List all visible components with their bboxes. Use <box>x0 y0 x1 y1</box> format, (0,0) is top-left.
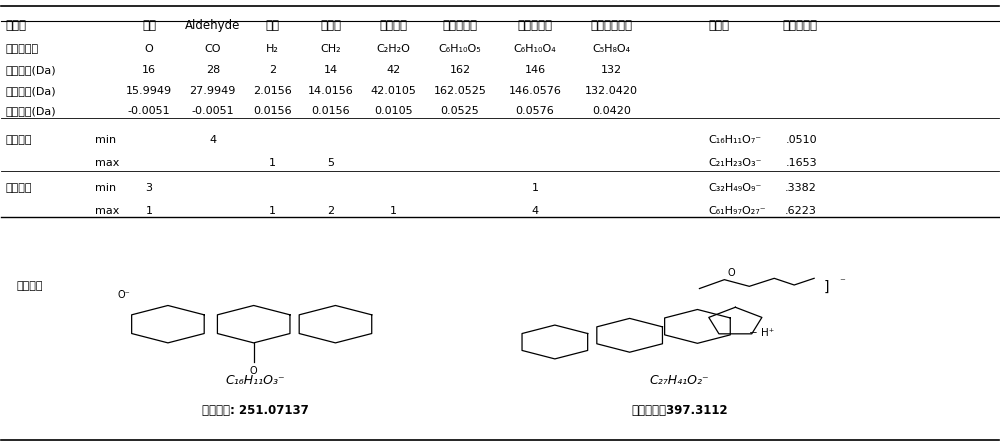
Text: 甲基化: 甲基化 <box>320 19 341 32</box>
Text: .0510: .0510 <box>785 135 817 145</box>
Text: 葡萄糖取代: 葡萄糖取代 <box>443 19 478 32</box>
Text: .6223: .6223 <box>785 206 817 216</box>
Text: CH₂: CH₂ <box>320 44 341 54</box>
Text: 42: 42 <box>386 65 400 75</box>
Text: Ȯ⁻: Ȯ⁻ <box>118 290 130 300</box>
Text: 0.0105: 0.0105 <box>374 107 413 116</box>
Text: 0.0156: 0.0156 <box>311 107 350 116</box>
Text: C₆H₁₀O₄: C₆H₁₀O₄ <box>514 44 556 54</box>
Text: 1: 1 <box>531 183 538 193</box>
Text: 麦冬皂苷: 麦冬皂苷 <box>5 183 32 193</box>
Text: 1: 1 <box>269 206 276 216</box>
Text: 2.0156: 2.0156 <box>253 86 292 95</box>
Text: C₆₁H₉₇O₂₇⁻: C₆₁H₉₇O₂₇⁻ <box>708 206 766 216</box>
Text: Aldehyde: Aldehyde <box>185 19 240 32</box>
Text: .3382: .3382 <box>785 183 817 193</box>
Text: max: max <box>95 158 120 168</box>
Text: CO: CO <box>205 44 221 54</box>
Text: C₁₆H₁₁O₇⁻: C₁₆H₁₁O₇⁻ <box>708 135 762 145</box>
Text: ⁻: ⁻ <box>839 277 845 287</box>
Text: 鼠李糖取代: 鼠李糖取代 <box>517 19 552 32</box>
Text: 母体结构: 母体结构 <box>16 281 43 291</box>
Text: C₆H₁₀O₅: C₆H₁₀O₅ <box>439 44 481 54</box>
Text: max: max <box>95 206 120 216</box>
Text: 4: 4 <box>531 206 538 216</box>
Text: 132.0420: 132.0420 <box>585 86 638 95</box>
Text: 精确质量(Da): 精确质量(Da) <box>5 86 56 95</box>
Text: 精确质量: 251.07137: 精确质量: 251.07137 <box>202 404 309 417</box>
Text: min: min <box>95 135 116 145</box>
Text: .1653: .1653 <box>785 158 817 168</box>
Text: 1: 1 <box>269 158 276 168</box>
Text: 14: 14 <box>323 65 338 75</box>
Text: 还原: 还原 <box>266 19 280 32</box>
Text: C₃₂H₄₉O₉⁻: C₃₂H₄₉O₉⁻ <box>708 183 762 193</box>
Text: 0.0576: 0.0576 <box>516 107 554 116</box>
Text: 146.0576: 146.0576 <box>508 86 561 95</box>
Text: 2: 2 <box>269 65 276 75</box>
Text: 15.9949: 15.9949 <box>126 86 172 95</box>
Text: 0.0420: 0.0420 <box>592 107 631 116</box>
Text: 羟化: 羟化 <box>142 19 156 32</box>
Text: 14.0156: 14.0156 <box>308 86 353 95</box>
Text: 增加的元素: 增加的元素 <box>5 44 39 54</box>
Text: 162: 162 <box>450 65 471 75</box>
Text: 取代基: 取代基 <box>5 19 26 32</box>
Text: 28: 28 <box>206 65 220 75</box>
Text: − H⁺: − H⁺ <box>749 328 775 338</box>
Text: 质量亏损(Da): 质量亏损(Da) <box>5 107 56 116</box>
Text: 麦冬黄酮: 麦冬黄酮 <box>5 135 32 145</box>
Text: O: O <box>145 44 153 54</box>
Text: O: O <box>728 268 735 278</box>
Text: 16: 16 <box>142 65 156 75</box>
Text: min: min <box>95 183 116 193</box>
Text: C₂H₂O: C₂H₂O <box>376 44 410 54</box>
Text: 162.0525: 162.0525 <box>434 86 487 95</box>
Text: 27.9949: 27.9949 <box>190 86 236 95</box>
Text: 146: 146 <box>524 65 545 75</box>
Text: ]: ] <box>824 280 830 294</box>
Text: 2: 2 <box>327 206 334 216</box>
Text: -0.0051: -0.0051 <box>191 107 234 116</box>
Text: C₁₆H₁₁O₃⁻: C₁₆H₁₁O₃⁻ <box>226 374 285 387</box>
Text: C₂₁H₂₃O₃⁻: C₂₁H₂₃O₃⁻ <box>708 158 762 168</box>
Text: 1: 1 <box>390 206 397 216</box>
Text: O: O <box>250 366 257 376</box>
Text: 3: 3 <box>145 183 152 193</box>
Text: 分子式: 分子式 <box>708 19 729 32</box>
Text: 132: 132 <box>601 65 622 75</box>
Text: 0.0525: 0.0525 <box>441 107 479 116</box>
Text: 1: 1 <box>145 206 152 216</box>
Text: -0.0051: -0.0051 <box>128 107 170 116</box>
Text: C₂₇H₄₁O₂⁻: C₂₇H₄₁O₂⁻ <box>650 374 709 387</box>
Text: C₅H₈O₄: C₅H₈O₄ <box>593 44 631 54</box>
Text: 乙酰取代: 乙酰取代 <box>379 19 407 32</box>
Text: 0.0156: 0.0156 <box>253 107 292 116</box>
Text: 4: 4 <box>209 135 216 145</box>
Text: 精确质量：397.3112: 精确质量：397.3112 <box>631 404 728 417</box>
Text: 阿拉伯糖取代: 阿拉伯糖取代 <box>591 19 633 32</box>
Text: 5: 5 <box>327 158 334 168</box>
Text: 42.0105: 42.0105 <box>370 86 416 95</box>
Text: 质量亏损值: 质量亏损值 <box>782 19 817 32</box>
Text: H₂: H₂ <box>266 44 279 54</box>
Text: 整数质量(Da): 整数质量(Da) <box>5 65 56 75</box>
